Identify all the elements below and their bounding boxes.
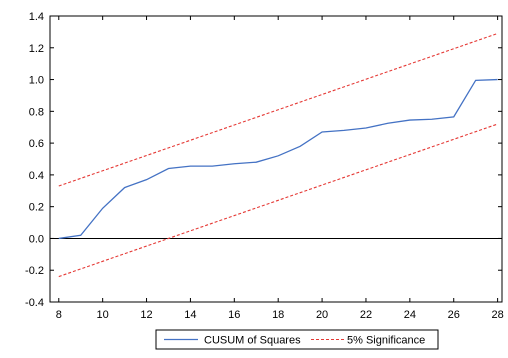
x-tick-label: 26 [448, 309, 460, 321]
y-tick-label: 0.2 [29, 202, 44, 214]
plot-area [49, 15, 503, 303]
x-tick-label: 16 [228, 309, 240, 321]
legend-box [155, 329, 439, 350]
series-layer [58, 32, 498, 278]
lower-bound-line [58, 123, 498, 278]
x-tick-label: 12 [140, 309, 152, 321]
x-tick-label: 18 [272, 309, 284, 321]
y-tick-label: 0.6 [29, 138, 44, 150]
y-tick-label: -0.2 [25, 265, 44, 277]
plot-frame-layer [49, 15, 503, 303]
y-tick-label: 1.0 [29, 75, 44, 87]
x-tick-label: 14 [184, 309, 196, 321]
legend-label-cusum: CUSUM of Squares [204, 335, 301, 347]
y-tick-label: 0.4 [29, 170, 44, 182]
y-tick-label: -0.4 [25, 297, 44, 309]
upper-bound-line [58, 32, 498, 187]
x-tick-label: 20 [316, 309, 328, 321]
y-tick-label: 1.4 [29, 11, 44, 23]
x-tick-label: 28 [491, 309, 503, 321]
y-tick-label: 0.0 [29, 233, 44, 245]
cusum-line [58, 78, 498, 240]
x-tick-label: 8 [56, 309, 62, 321]
y-tick-label: 0.8 [29, 106, 44, 118]
legend-label-significance: 5% Significance [347, 335, 425, 347]
axis-labels-layer: -0.4 -0.2 0.0 0.2 0.4 0.6 0.8 1.0 1.2 1.4 8 10 12 14 1… [25, 11, 504, 321]
x-tick-label: 24 [404, 309, 416, 321]
x-tick-label: 22 [360, 309, 372, 321]
legend: CUSUM of Squares 5% Significance [155, 329, 439, 350]
x-tick-label: 10 [97, 309, 109, 321]
y-tick-label: 1.2 [29, 43, 44, 55]
